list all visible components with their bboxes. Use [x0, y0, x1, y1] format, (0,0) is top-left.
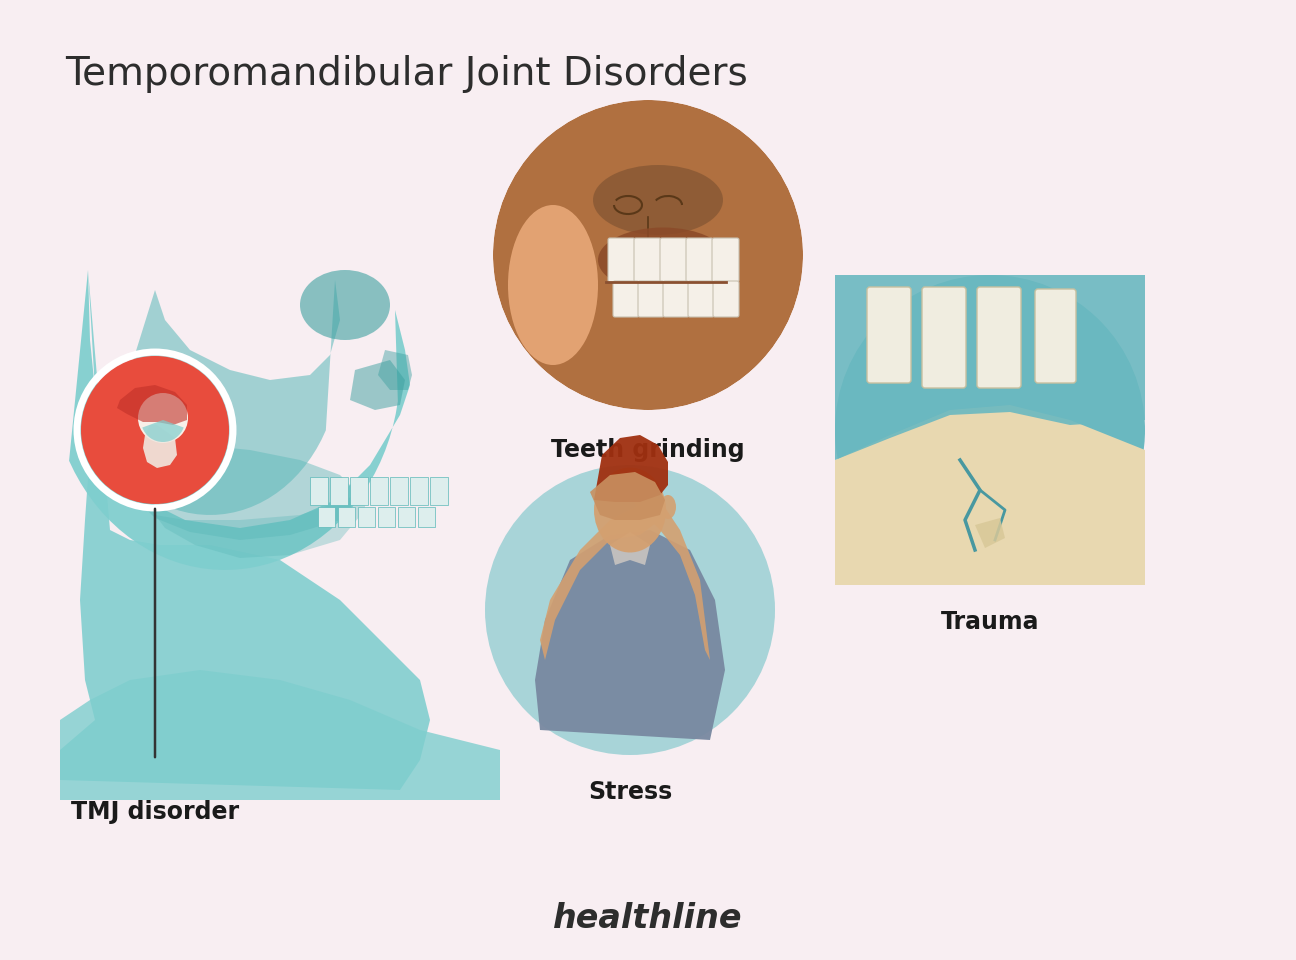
FancyBboxPatch shape	[613, 281, 639, 317]
Polygon shape	[378, 350, 412, 390]
FancyBboxPatch shape	[660, 238, 687, 282]
Bar	[410, 477, 428, 505]
Circle shape	[492, 100, 804, 410]
Polygon shape	[60, 270, 430, 790]
Bar	[310, 477, 328, 505]
Polygon shape	[535, 530, 724, 740]
FancyBboxPatch shape	[686, 238, 713, 282]
Text: Trauma: Trauma	[941, 610, 1039, 634]
FancyBboxPatch shape	[921, 287, 966, 388]
Polygon shape	[835, 275, 1144, 460]
FancyBboxPatch shape	[713, 281, 739, 317]
Bar	[390, 477, 408, 505]
Polygon shape	[975, 518, 1004, 548]
Bar	[369, 477, 388, 505]
FancyBboxPatch shape	[1036, 289, 1076, 383]
FancyBboxPatch shape	[688, 281, 714, 317]
Bar	[398, 507, 415, 527]
FancyBboxPatch shape	[638, 281, 664, 317]
FancyBboxPatch shape	[634, 238, 661, 282]
Bar	[378, 507, 395, 527]
FancyBboxPatch shape	[664, 281, 689, 317]
Polygon shape	[540, 505, 660, 660]
FancyBboxPatch shape	[608, 238, 635, 282]
Polygon shape	[590, 472, 665, 520]
Bar	[318, 507, 334, 527]
Polygon shape	[350, 360, 404, 410]
Circle shape	[80, 356, 229, 504]
Circle shape	[835, 275, 1144, 585]
Bar	[430, 477, 448, 505]
Ellipse shape	[508, 205, 597, 365]
Circle shape	[485, 465, 775, 755]
Ellipse shape	[597, 228, 728, 293]
Polygon shape	[117, 385, 187, 425]
Ellipse shape	[660, 495, 677, 519]
Polygon shape	[610, 532, 651, 565]
Polygon shape	[69, 270, 410, 570]
Text: healthline: healthline	[553, 901, 743, 934]
Bar	[350, 477, 368, 505]
Text: TMJ disorder: TMJ disorder	[71, 800, 238, 824]
Wedge shape	[143, 420, 184, 442]
Ellipse shape	[594, 468, 666, 553]
Bar	[330, 477, 349, 505]
FancyBboxPatch shape	[977, 287, 1021, 388]
Ellipse shape	[299, 270, 390, 340]
Ellipse shape	[594, 165, 723, 235]
Polygon shape	[60, 670, 500, 800]
Ellipse shape	[618, 243, 718, 283]
Polygon shape	[124, 445, 360, 540]
Polygon shape	[143, 425, 178, 468]
Polygon shape	[105, 280, 340, 515]
Text: Teeth grinding: Teeth grinding	[551, 438, 745, 462]
FancyBboxPatch shape	[712, 238, 739, 282]
Polygon shape	[156, 490, 365, 558]
Text: healthline: healthline	[648, 437, 654, 438]
Polygon shape	[625, 485, 710, 660]
Text: Temporomandibular Joint Disorders: Temporomandibular Joint Disorders	[65, 55, 748, 93]
Text: Stress: Stress	[588, 780, 673, 804]
FancyBboxPatch shape	[867, 287, 911, 383]
Bar	[358, 507, 375, 527]
Polygon shape	[835, 405, 1144, 585]
Bar	[338, 507, 355, 527]
Circle shape	[137, 393, 188, 443]
Polygon shape	[594, 435, 667, 502]
Bar	[419, 507, 435, 527]
